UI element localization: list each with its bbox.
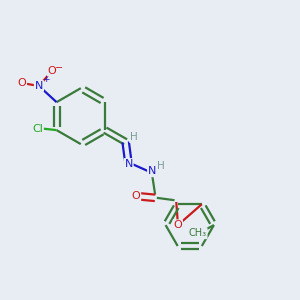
Text: N: N xyxy=(148,166,156,176)
Text: H: H xyxy=(157,161,165,171)
Text: Cl: Cl xyxy=(32,124,43,134)
Text: N: N xyxy=(124,159,133,169)
Text: O: O xyxy=(48,66,56,76)
Text: H: H xyxy=(130,132,138,142)
Text: N: N xyxy=(35,81,43,91)
Text: O: O xyxy=(132,191,140,201)
Text: CH₃: CH₃ xyxy=(189,228,207,238)
Text: +: + xyxy=(42,75,49,84)
Text: O: O xyxy=(17,78,26,88)
Text: O: O xyxy=(173,220,182,230)
Text: −: − xyxy=(56,63,64,73)
